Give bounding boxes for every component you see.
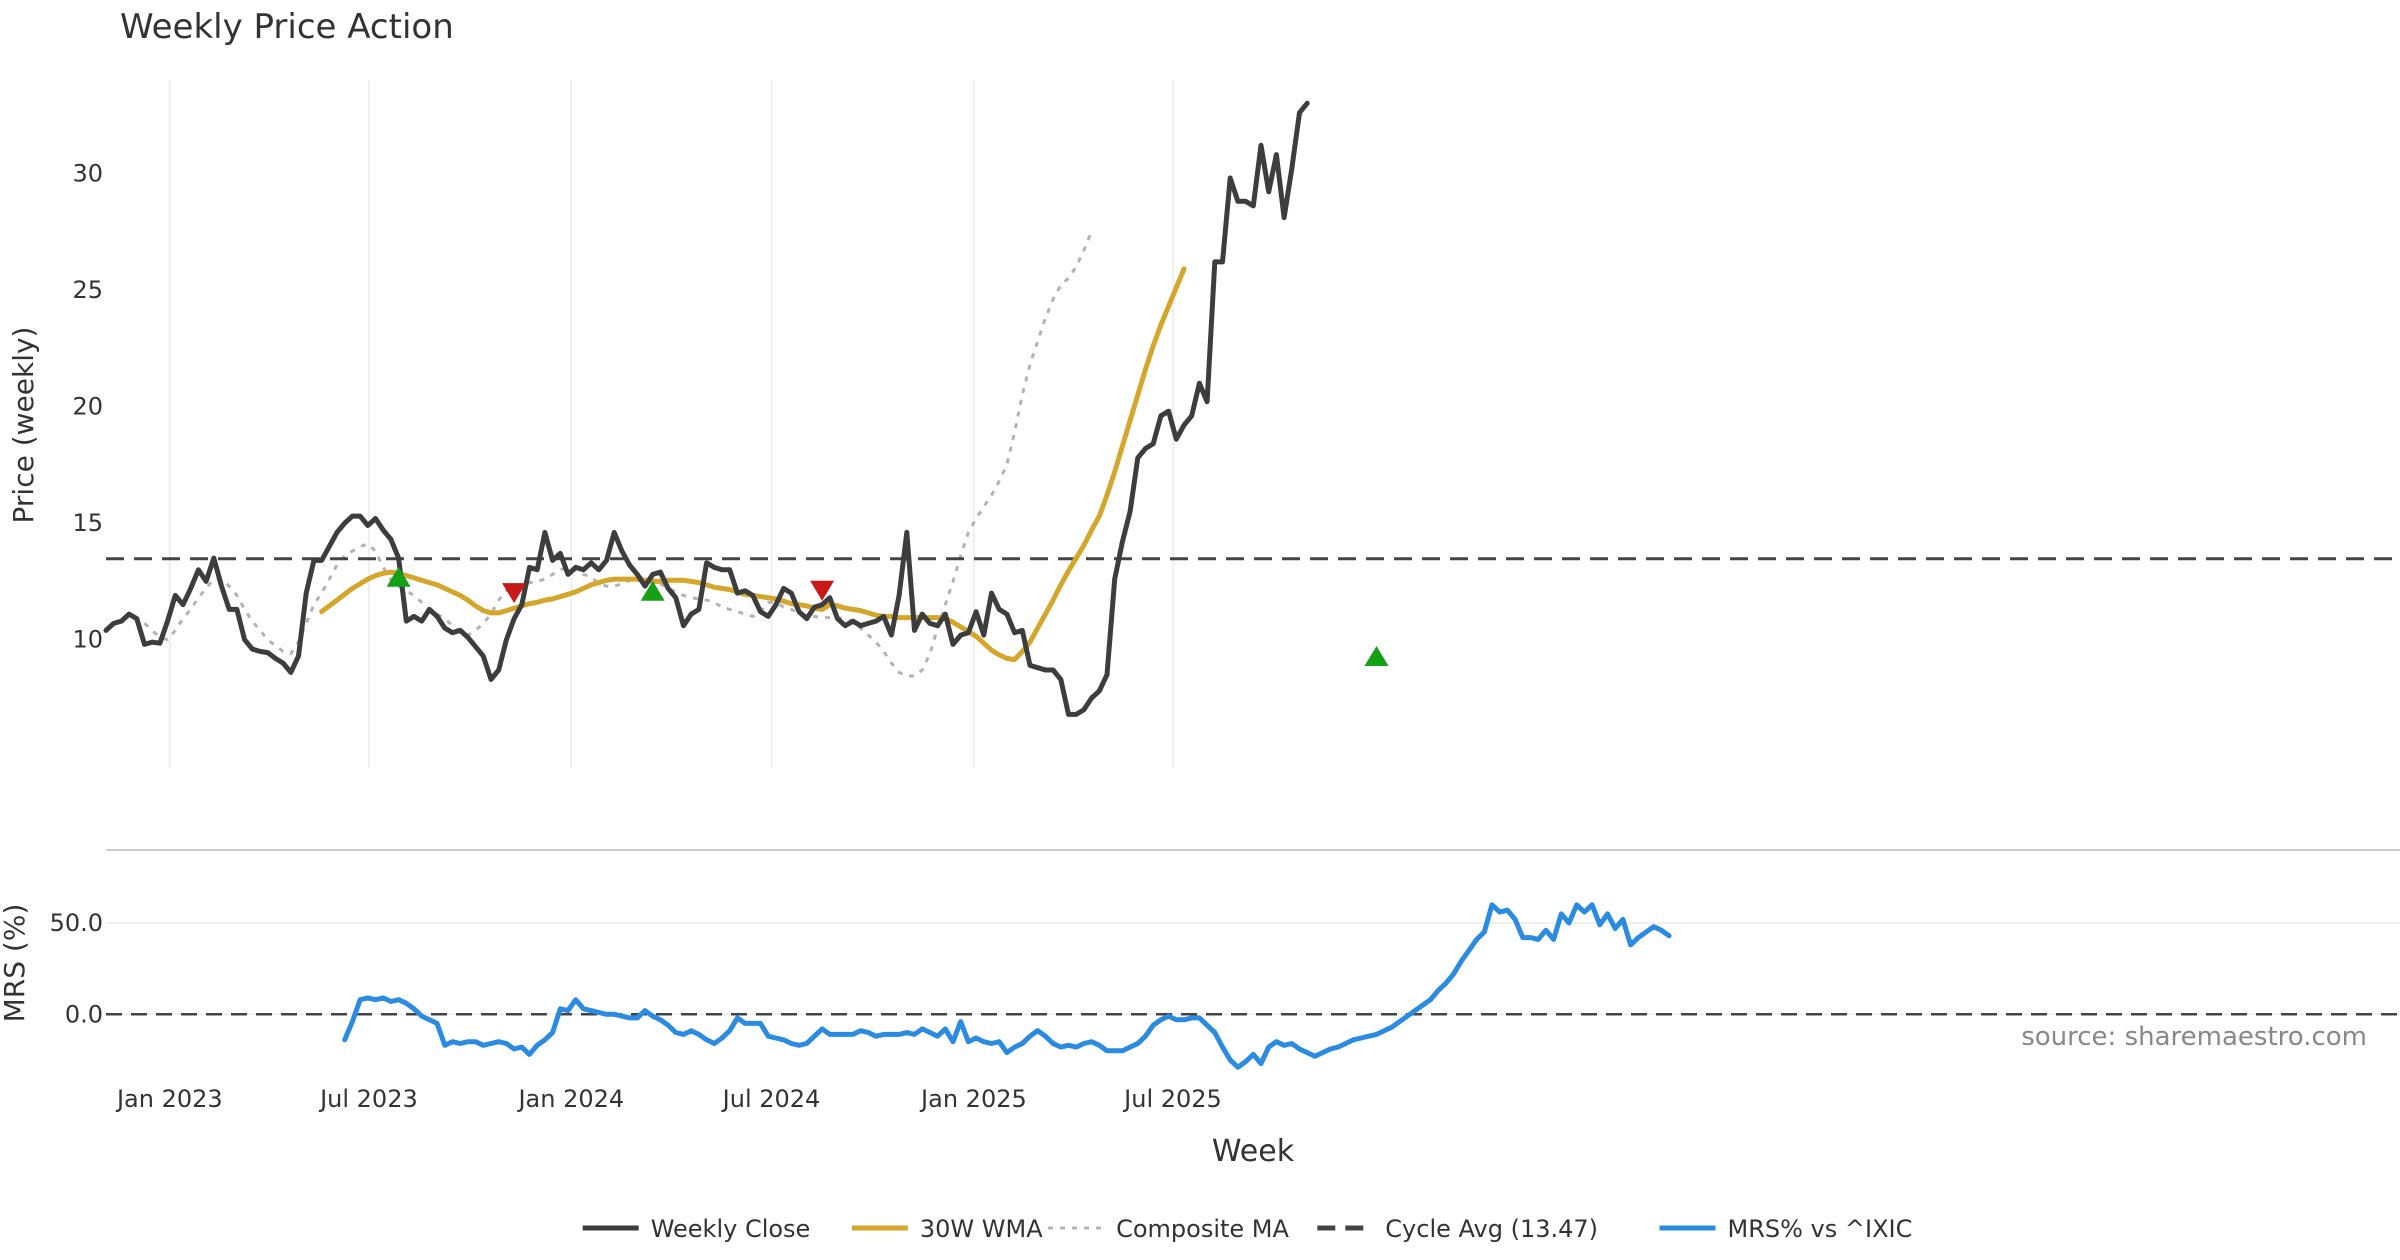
chart-title: Weekly Price Action bbox=[120, 7, 454, 47]
mrs-y-tick-label: 0.0 bbox=[65, 1000, 103, 1028]
series-layer bbox=[103, 100, 2400, 1070]
x-tick-label: Jul 2024 bbox=[721, 1085, 821, 1113]
legend-item-30w-wma-label: 30W WMA bbox=[920, 1215, 1043, 1243]
x-tick-label: Jul 2025 bbox=[1122, 1085, 1222, 1113]
legend-item-mrs-vs-ixic: MRS% vs ^IXIC bbox=[1659, 1215, 1913, 1243]
price-y-ticks: 10 15 20 25 30 bbox=[72, 159, 103, 653]
buy-signal-marker bbox=[640, 580, 665, 601]
mrs-y-ticks: 0.0 50.0 bbox=[50, 909, 103, 1028]
legend-item-cycle-avg-13-47: Cycle Avg (13.47) bbox=[1317, 1215, 1598, 1243]
legend-item-30w-wma: 30W WMA bbox=[851, 1215, 1043, 1243]
price-y-tick-label: 15 bbox=[72, 509, 103, 537]
buy-signal-marker bbox=[386, 566, 411, 587]
x-tick-label: Jan 2025 bbox=[919, 1085, 1027, 1113]
weekly-close-line bbox=[103, 100, 1310, 717]
sell-signal-marker bbox=[502, 583, 527, 604]
price-y-tick-label: 25 bbox=[72, 276, 103, 304]
price-y-tick-label: 20 bbox=[72, 393, 103, 421]
x-tick-label: Jan 2023 bbox=[115, 1085, 223, 1113]
mrs-y-axis-label: MRS (%) bbox=[0, 904, 31, 1023]
legend: Weekly Close 30W WMA Composite MA Cycle Avg… bbox=[582, 1215, 1913, 1243]
x-tick-label: Jul 2023 bbox=[318, 1085, 418, 1113]
composite-ma-line bbox=[143, 231, 1093, 678]
price-y-tick-label: 10 bbox=[72, 626, 103, 654]
legend-item-composite-ma: Composite MA bbox=[1048, 1215, 1290, 1243]
buy-signal-marker bbox=[1364, 646, 1389, 667]
mrs-line bbox=[342, 902, 1672, 1070]
price-y-axis-label: Price (weekly) bbox=[7, 327, 40, 524]
x-axis-label: Week bbox=[1212, 1134, 1295, 1169]
price-y-tick-label: 30 bbox=[72, 159, 103, 187]
gridlines bbox=[106, 80, 2400, 1016]
legend-item-weekly-close-label: Weekly Close bbox=[651, 1215, 811, 1243]
x-tick-label: Jan 2024 bbox=[516, 1085, 624, 1113]
source-annotation: source: sharemaestro.com bbox=[2021, 1022, 2367, 1052]
legend-item-cycle-avg-13-47-label: Cycle Avg (13.47) bbox=[1385, 1215, 1598, 1243]
signal-markers bbox=[386, 566, 1389, 667]
legend-item-weekly-close: Weekly Close bbox=[582, 1215, 811, 1243]
mrs-y-tick-label: 50.0 bbox=[50, 909, 103, 937]
sell-signal-marker bbox=[810, 580, 835, 601]
legend-item-mrs-vs-ixic-label: MRS% vs ^IXIC bbox=[1728, 1215, 1913, 1243]
legend-item-composite-ma-label: Composite MA bbox=[1116, 1215, 1289, 1243]
x-axis-ticks: Jan 2023 Jul 2023 Jan 2024 Jul 2024 Jan 2025… bbox=[115, 1085, 1222, 1113]
